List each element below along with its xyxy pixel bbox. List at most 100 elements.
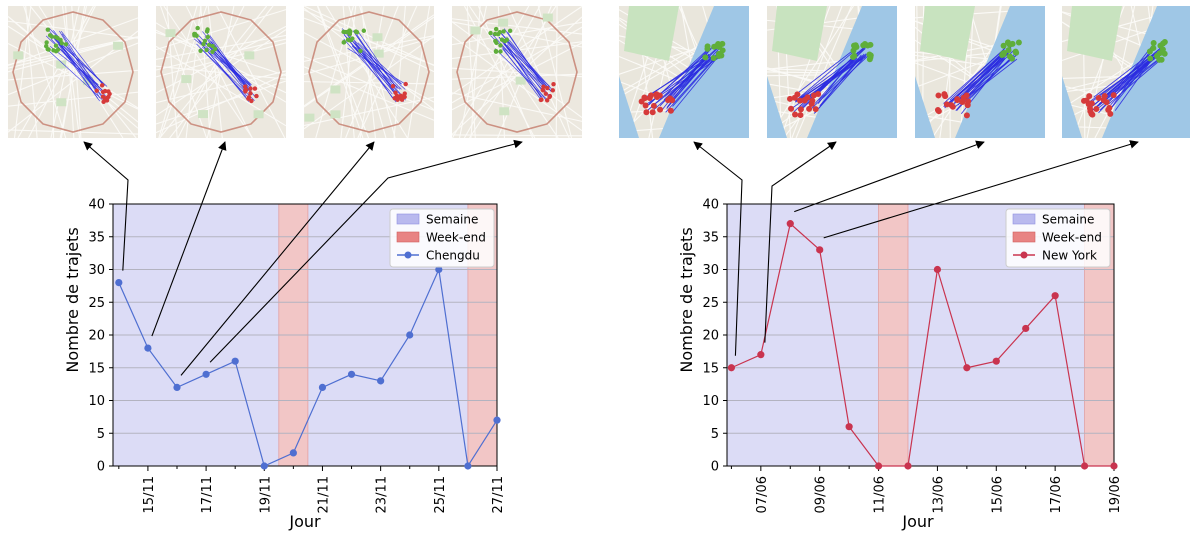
- data-point: [173, 384, 180, 391]
- destination-marker: [668, 108, 674, 114]
- origin-marker: [210, 50, 214, 54]
- destination-marker: [1088, 111, 1094, 117]
- origin-marker: [488, 31, 492, 35]
- x-tick-label: 27/11: [491, 476, 506, 513]
- destination-marker: [106, 95, 110, 99]
- park: [330, 85, 340, 93]
- origin-marker: [1151, 40, 1157, 46]
- origin-marker: [1006, 47, 1012, 53]
- x-tick-label: 19/11: [258, 476, 273, 513]
- data-point: [232, 358, 239, 365]
- y-tick-label: 5: [97, 427, 105, 442]
- data-point: [144, 345, 151, 352]
- origin-marker: [342, 40, 346, 44]
- origin-marker: [1157, 50, 1163, 56]
- x-tick-label: 15/11: [142, 476, 157, 513]
- origin-marker: [702, 54, 708, 60]
- destination-marker: [541, 84, 545, 88]
- data-point: [290, 449, 297, 456]
- data-point: [728, 364, 735, 371]
- x-tick-label: 25/11: [433, 476, 448, 513]
- data-point: [493, 417, 500, 424]
- destination-marker: [395, 98, 399, 102]
- destination-marker: [798, 106, 804, 112]
- destination-marker: [1093, 106, 1099, 112]
- destination-marker: [965, 102, 971, 108]
- origin-marker: [205, 29, 209, 33]
- origin-marker: [850, 48, 856, 54]
- park: [113, 42, 123, 50]
- destination-marker: [657, 92, 663, 98]
- origin-marker: [347, 28, 351, 32]
- destination-marker: [942, 93, 948, 99]
- origin-marker: [195, 26, 199, 30]
- destination-marker: [551, 88, 555, 92]
- origin-marker: [46, 47, 50, 51]
- data-point: [787, 220, 794, 227]
- destination-marker: [648, 92, 654, 98]
- origin-marker: [501, 29, 505, 33]
- park: [165, 29, 175, 37]
- legend-swatch-weekend: [397, 232, 419, 242]
- x-tick-label: 19/06: [1108, 476, 1123, 513]
- origin-marker: [704, 46, 710, 52]
- y-tick-label: 40: [88, 198, 105, 213]
- origin-marker: [46, 27, 50, 31]
- y-tick-label: 30: [702, 263, 719, 278]
- destination-marker: [964, 112, 970, 118]
- chengdu-map-thumbnail: [304, 6, 434, 138]
- destination-marker: [404, 82, 408, 86]
- x-tick-label: 21/11: [316, 476, 331, 513]
- data-point: [115, 279, 122, 286]
- data-point: [993, 358, 1000, 365]
- park: [470, 26, 480, 34]
- origin-marker: [341, 30, 345, 34]
- park: [198, 110, 208, 118]
- y-tick-label: 5: [711, 427, 719, 442]
- destination-marker: [815, 91, 821, 97]
- destination-marker: [935, 92, 941, 98]
- data-point: [464, 462, 471, 469]
- y-axis-label: Nombre de trajets: [63, 227, 82, 372]
- origin-marker: [358, 49, 362, 53]
- y-tick-label: 15: [702, 361, 719, 376]
- origin-marker: [1000, 51, 1006, 57]
- y-tick-label: 10: [702, 394, 719, 409]
- x-tick-label: 13/06: [931, 476, 946, 513]
- destination-marker: [545, 86, 549, 90]
- legend-label: Week-end: [1042, 231, 1102, 245]
- destination-marker: [787, 96, 793, 102]
- origin-marker: [354, 29, 358, 33]
- destination-marker: [794, 91, 800, 97]
- destination-marker: [651, 103, 657, 109]
- park: [304, 114, 314, 122]
- legend-label: Week-end: [426, 231, 486, 245]
- origin-marker: [1147, 55, 1153, 61]
- newyork-map-thumbnail: [915, 6, 1045, 138]
- x-tick-label: 17/06: [1049, 476, 1064, 513]
- y-tick-label: 15: [88, 361, 105, 376]
- y-tick-label: 30: [88, 263, 105, 278]
- park: [330, 110, 340, 118]
- origin-marker: [206, 35, 210, 39]
- origin-marker: [1156, 57, 1162, 63]
- y-tick-label: 20: [88, 329, 105, 344]
- origin-marker: [850, 54, 856, 60]
- destination-marker: [243, 89, 247, 93]
- legend-swatch-week: [1013, 214, 1035, 224]
- data-point: [934, 266, 941, 273]
- legend-swatch-weekend: [1013, 232, 1035, 242]
- origin-marker: [362, 29, 366, 33]
- data-point: [1110, 462, 1117, 469]
- park: [13, 51, 23, 59]
- destination-marker: [792, 112, 798, 118]
- destination-marker: [248, 91, 252, 95]
- park: [372, 33, 382, 41]
- origin-marker: [867, 54, 873, 60]
- origin-marker: [493, 39, 497, 43]
- origin-marker: [193, 32, 197, 36]
- origin-marker: [1013, 49, 1019, 55]
